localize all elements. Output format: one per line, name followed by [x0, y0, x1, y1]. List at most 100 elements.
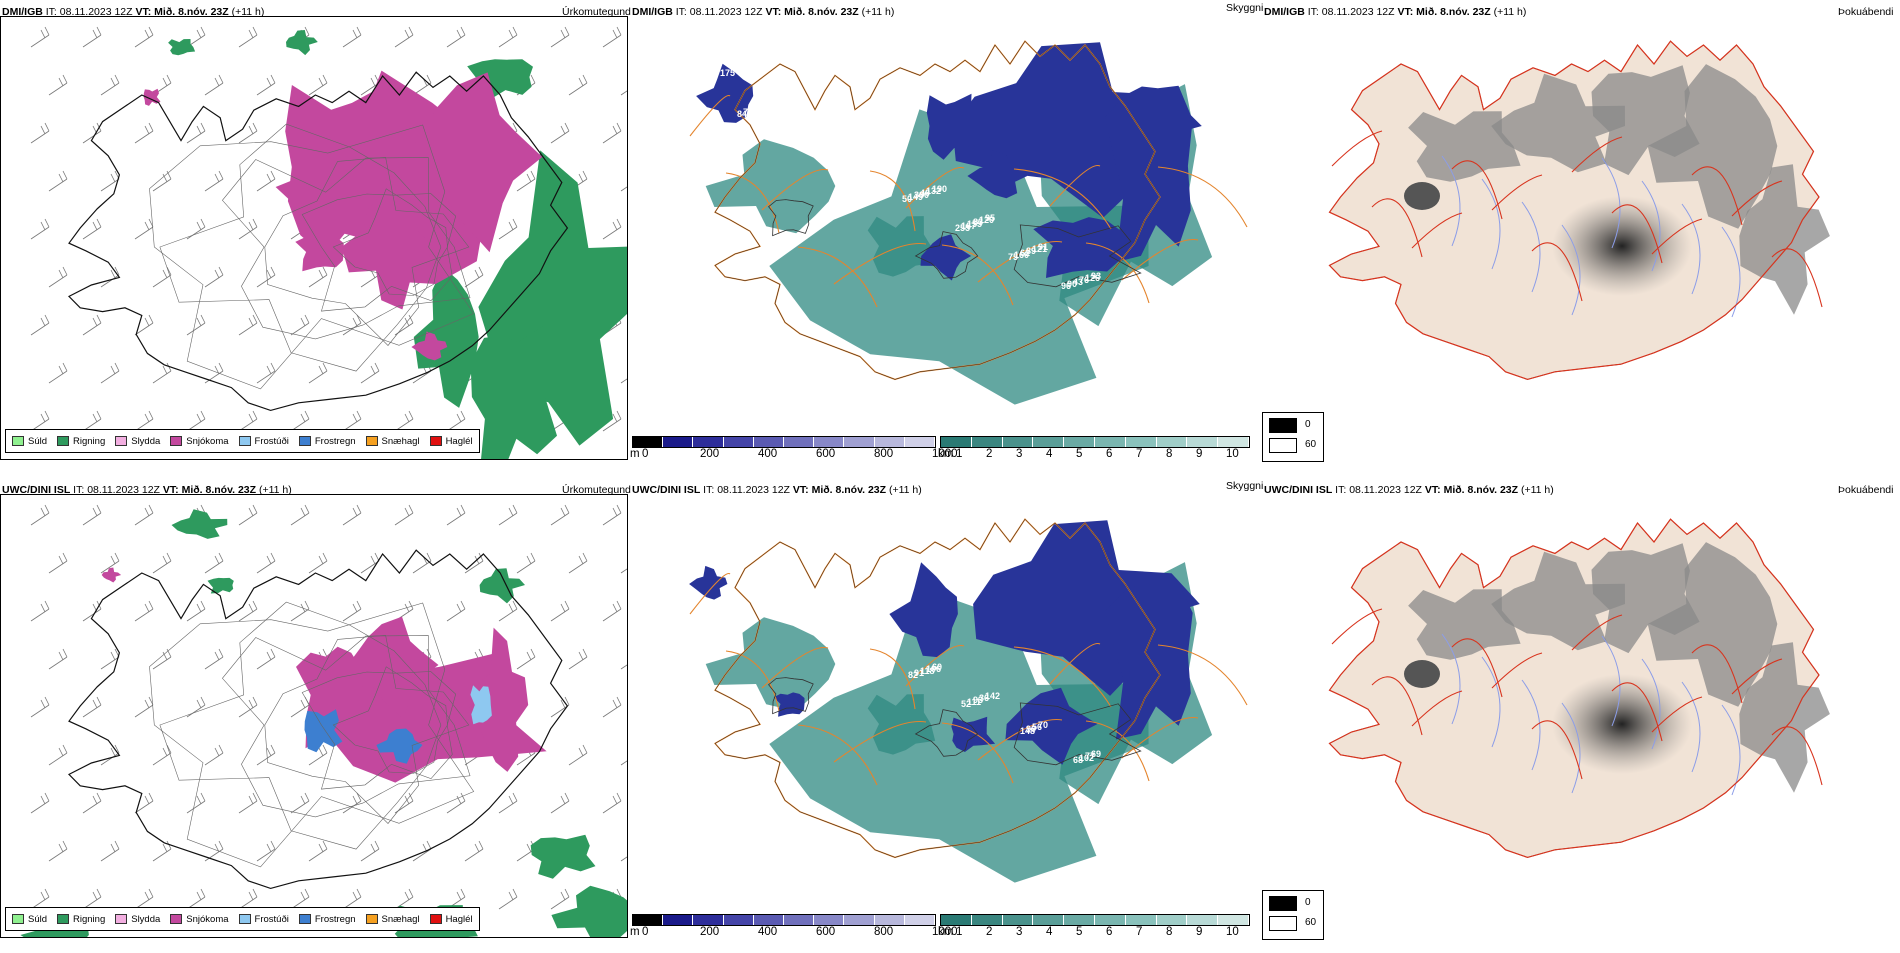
legend-item: Rigning — [57, 914, 105, 925]
wind-barb — [394, 600, 414, 622]
precip-map: Súld Rigning Slydda Snjókoma Frostúði Frostre… — [0, 494, 628, 938]
road — [1049, 642, 1101, 685]
precip-area — [530, 834, 596, 879]
visibility-m-area — [1033, 217, 1122, 278]
wind-barb — [498, 600, 518, 622]
panel-title: Þokuábendi — [1838, 6, 1894, 18]
wind-barb — [256, 744, 276, 766]
terrain-contour — [222, 635, 471, 818]
colorbar-cell — [941, 437, 972, 447]
precip-type-panel: UWC/DINI ISL IT: 08.11.2023 12Z VT: Mið.… — [0, 478, 631, 948]
wind-barb — [82, 410, 102, 432]
road — [1691, 644, 1743, 704]
wind-barb — [48, 744, 68, 766]
colorbar-cell — [1002, 437, 1034, 447]
road — [1157, 644, 1248, 706]
wind-barb — [290, 600, 310, 622]
road — [1121, 716, 1199, 759]
legend-label: Frostregn — [314, 435, 356, 447]
glacier-outline — [1013, 702, 1142, 766]
colorbar-kilometers — [940, 914, 1250, 926]
wind-barb — [30, 218, 50, 240]
vt-label: VT: — [162, 484, 179, 496]
wind-barb — [412, 840, 432, 862]
visibility-value: 17 — [1138, 72, 1148, 82]
wind-barb — [568, 744, 588, 766]
wind-barb — [464, 266, 484, 288]
coastline-outline — [714, 518, 1161, 858]
road — [941, 244, 1014, 306]
coastline — [1328, 40, 1820, 381]
visibility-m-area — [1005, 687, 1098, 765]
wind-barb — [620, 568, 627, 574]
wind-barb — [238, 600, 258, 622]
legend-label: Rigning — [73, 913, 106, 925]
visibility-value: 92 — [1144, 70, 1154, 80]
colorbar-tick: 9 — [1196, 448, 1203, 460]
legend-item: Frostregn — [298, 914, 356, 925]
legend-swatch — [115, 914, 128, 924]
wind-barb — [620, 90, 627, 96]
visibility-value: 69 — [1091, 749, 1101, 759]
colorbar-cell — [1218, 915, 1249, 925]
visibility-value: 76 — [1079, 275, 1089, 285]
wind-barb — [152, 552, 172, 574]
wind-barb — [550, 792, 570, 814]
colorbar-tick: 6 — [1106, 926, 1113, 938]
colorbar-cell — [723, 437, 754, 447]
visibility-value: 52 — [961, 699, 971, 709]
wind-barb — [204, 74, 224, 96]
precip-area — [404, 72, 543, 253]
wind-barb — [308, 744, 328, 766]
road — [1331, 608, 1383, 645]
colorbar-tick: 6 — [1106, 448, 1113, 460]
wind-barb — [602, 600, 622, 622]
panel-header: UWC/DINI ISL IT: 08.11.2023 12Z VT: Mið.… — [2, 484, 292, 496]
visibility-value: 126 — [802, 134, 817, 144]
wind-barb — [186, 600, 206, 622]
road — [1085, 720, 1150, 782]
colorbar-cell — [844, 437, 875, 447]
colorbar-tick: 600 — [816, 448, 836, 460]
wind-barb — [204, 266, 224, 288]
road — [1157, 166, 1248, 228]
wind-barb — [186, 314, 206, 336]
visibility-value: 93 — [973, 695, 983, 705]
wind-barb — [48, 74, 68, 96]
road — [761, 646, 829, 689]
wind-barb — [602, 122, 622, 144]
wind-barb — [186, 792, 206, 814]
colorbar-meters — [632, 914, 936, 926]
visibility-value: 52 — [767, 99, 777, 109]
wind-barb — [446, 600, 466, 622]
road — [833, 242, 927, 285]
it-label: IT: — [675, 6, 687, 18]
wind-barb — [238, 410, 258, 432]
colorbar-tick: 7 — [1136, 926, 1143, 938]
precip-area — [470, 325, 557, 459]
fog-area — [1647, 542, 1778, 707]
wind-barb — [308, 362, 328, 384]
colorbar-kilometers-labels: km 1 2 3 4 5 6 7 8 9 10 — [938, 926, 1258, 940]
colorbar-tick: 200 — [700, 926, 720, 938]
colorbar-cell — [971, 915, 1003, 925]
colorbar-tick: 8 — [1166, 448, 1173, 460]
legend-swatch — [57, 914, 70, 924]
terrain-contour — [332, 188, 448, 296]
wind-barb — [256, 840, 276, 862]
wind-barb — [446, 504, 466, 526]
colorbar-tick: 5 — [1076, 448, 1083, 460]
visibility-value: 142 — [985, 691, 1000, 701]
wind-barb — [186, 410, 206, 432]
precip-map-svg — [30, 26, 627, 459]
fog-map-svg — [1328, 40, 1830, 381]
wind-barb — [186, 122, 206, 144]
terrain-contour — [149, 124, 475, 390]
legend-item: Rigning — [57, 436, 105, 447]
wind-barb — [256, 170, 276, 192]
wind-barb — [446, 410, 466, 432]
wind-barb — [498, 26, 518, 48]
road — [1651, 218, 1703, 255]
fog-panel: UWC/DINI ISL IT: 08.11.2023 12Z VT: Mið.… — [1262, 478, 1898, 948]
visibility-value: 86 — [826, 604, 836, 614]
